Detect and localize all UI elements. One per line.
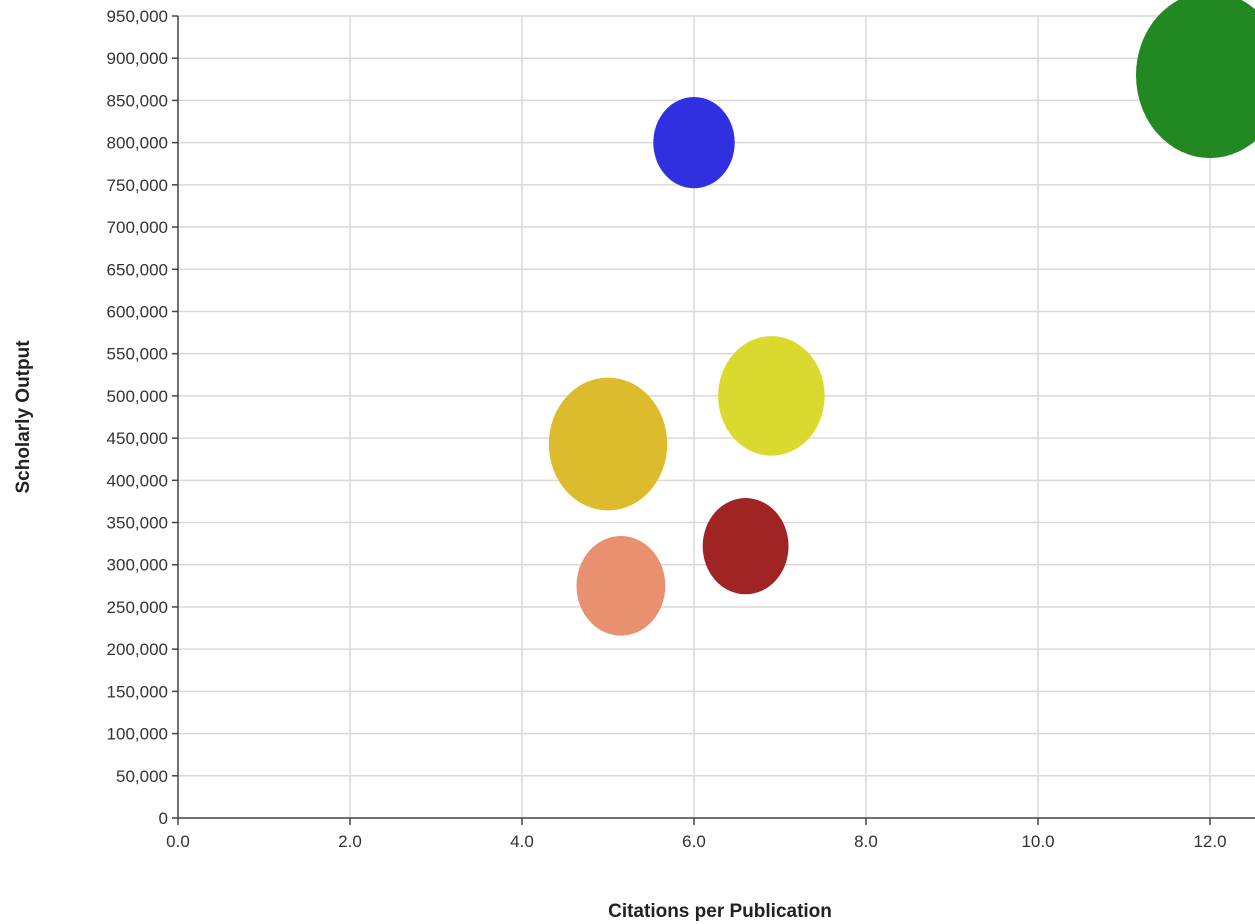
y-tick-label: 250,000 [107,598,168,617]
y-tick-label: 200,000 [107,640,168,659]
y-tick-label: 800,000 [107,134,168,153]
bubble-point-2[interactable] [718,336,825,456]
y-tick-label: 850,000 [107,91,168,110]
y-tick-label: 150,000 [107,682,168,701]
y-tick-label: 950,000 [107,7,168,26]
y-tick-label: 900,000 [107,49,168,68]
bubble-point-1[interactable] [1136,0,1255,159]
x-tick-label: 4.0 [510,832,534,851]
bubble-point-4[interactable] [702,498,789,595]
bubbles [548,0,1255,636]
y-tick-label: 650,000 [107,260,168,279]
x-tick-label: 8.0 [854,832,878,851]
y-tick-label: 750,000 [107,176,168,195]
y-tick-label: 550,000 [107,345,168,364]
grid [178,15,1255,818]
x-tick-label: 6.0 [682,832,706,851]
y-tick-label: 50,000 [116,767,168,786]
y-tick-label: 450,000 [107,429,168,448]
x-axis-title: Citations per Publication [608,901,832,922]
bubble-point-3[interactable] [548,377,668,511]
axes: 0 50,000 100,000 150,000 200,000 250,000 300,0… [107,7,1255,851]
x-tick-label: 2.0 [338,832,362,851]
y-tick-label: 0 [159,809,168,828]
y-tick-label: 300,000 [107,556,168,575]
y-tick-label: 100,000 [107,725,168,744]
bubble-point-0[interactable] [653,96,735,189]
y-tick-label: 600,000 [107,302,168,321]
y-axis-title: Scholarly Output [13,340,34,494]
y-tick-label: 400,000 [107,471,168,490]
bubble-point-5[interactable] [576,536,666,636]
x-tick-label: 12.0 [1193,832,1226,851]
y-tick-label: 700,000 [107,218,168,237]
x-tick-label: 0.0 [166,832,190,851]
y-tick-label: 500,000 [107,387,168,406]
y-tick-label: 350,000 [107,514,168,533]
x-tick-label: 10.0 [1021,832,1054,851]
